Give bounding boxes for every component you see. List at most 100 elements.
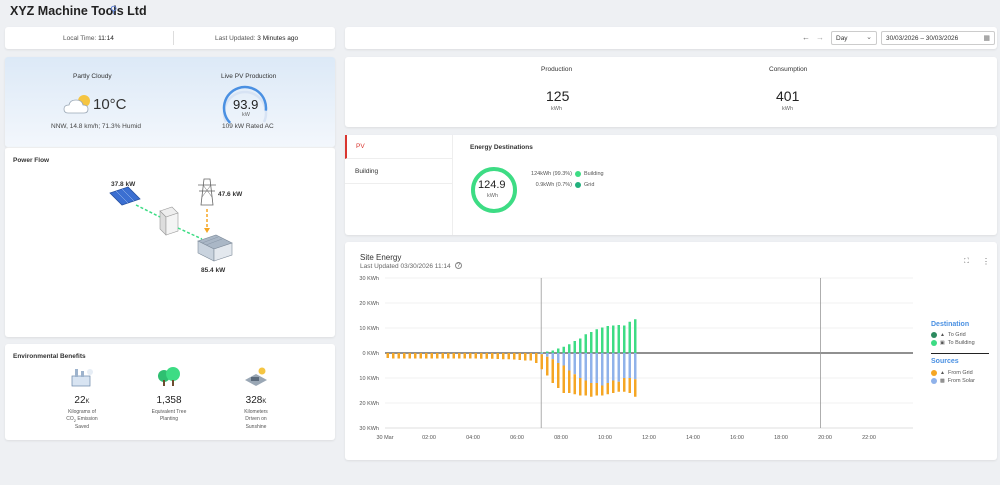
bar-from-grid — [595, 383, 598, 396]
date-range-input[interactable]: 30/03/2026 – 30/03/2026 ▦ — [881, 31, 995, 45]
pv-gauge — [222, 85, 268, 124]
bar-from-grid — [430, 353, 433, 359]
bar-from-grid — [529, 353, 532, 361]
bar-from-solar — [617, 353, 620, 382]
tower-icon: ▲ — [940, 370, 945, 376]
bar-from-grid — [573, 374, 576, 395]
x-tick-label: 02:00 — [422, 435, 436, 441]
x-tick-label: 16:00 — [730, 435, 744, 441]
weather-condition: Partly Cloudy — [73, 73, 112, 80]
bar-from-grid — [524, 353, 527, 361]
legend-to-grid[interactable]: ▲ To Grid — [931, 332, 966, 338]
bar-to-building — [568, 344, 571, 353]
tab-building[interactable]: Building — [345, 159, 453, 184]
search-icon[interactable]: ⚲ — [110, 5, 118, 16]
x-tick-label: 10:00 — [598, 435, 612, 441]
bar-from-grid — [408, 353, 411, 359]
bar-to-building — [612, 325, 615, 353]
y-tick-label: 10 KWh — [359, 376, 379, 382]
legend-from-grid[interactable]: ▲ From Grid — [931, 370, 973, 376]
bar-from-solar — [557, 353, 560, 363]
x-tick-label: 22:00 — [862, 435, 876, 441]
bar-from-solar — [584, 353, 587, 381]
calendar-icon: ▦ — [983, 35, 990, 42]
bar-from-solar — [612, 353, 615, 381]
bar-from-solar — [628, 353, 631, 378]
bar-from-grid — [485, 353, 488, 359]
bar-from-grid — [397, 353, 400, 359]
y-tick-label: 20 KWh — [359, 301, 379, 307]
bar-from-grid — [584, 380, 587, 396]
bar-from-grid — [436, 353, 439, 359]
legend-divider — [931, 353, 989, 354]
pv-title: Live PV Production — [221, 73, 277, 80]
period-select[interactable]: Day ⌄ — [831, 31, 877, 45]
bar-from-grid — [496, 353, 499, 359]
benefit-value: 1,358 — [156, 395, 182, 406]
legend-from-solar[interactable]: ▩ From Solar — [931, 378, 975, 384]
next-arrow-icon[interactable]: → — [816, 33, 824, 42]
pv-rated: 109 kW Rated AC — [222, 123, 274, 130]
controls-bar: ← → Day ⌄ 30/03/2026 – 30/03/2026 ▦ — [345, 27, 997, 49]
bar-from-grid — [623, 378, 626, 392]
help-icon[interactable]: ? — [455, 262, 462, 269]
bar-from-solar — [540, 353, 543, 355]
bar-from-grid — [546, 356, 549, 376]
solar-power: 37.8 kW — [111, 181, 136, 188]
bar-from-grid — [601, 385, 604, 396]
bar-from-solar — [568, 353, 571, 371]
y-tick-label: 0 KWh — [362, 351, 379, 357]
destinations-title: Energy Destinations — [470, 144, 533, 151]
consumption-value: 401 — [776, 88, 800, 104]
fullscreen-icon[interactable]: ⛶ — [964, 258, 969, 265]
partly-cloudy-icon — [63, 95, 90, 114]
bar-from-grid — [441, 353, 444, 359]
time-bar: Local Time: 11:14 Last Updated: 3 Minute… — [5, 27, 335, 49]
more-options-icon[interactable]: ⋮ — [982, 257, 990, 266]
bar-from-grid — [628, 378, 631, 393]
totals-card: Production 125 kWh Consumption 401 kWh — [345, 57, 997, 127]
legend-dot — [575, 171, 581, 177]
bar-from-grid — [425, 353, 428, 359]
environmental-benefits-card: Environmental Benefits 22K Kilograms of CO… — [5, 344, 335, 440]
factory-icon — [68, 366, 96, 388]
bar-from-solar — [573, 353, 576, 375]
inverter-icon — [159, 206, 179, 236]
consumption-unit: kWh — [782, 106, 793, 112]
benefit-description: Kilometers Driven on Sunshine — [244, 409, 268, 430]
bar-to-building — [584, 334, 587, 353]
last-updated: Last Updated: 3 Minutes ago — [215, 35, 299, 42]
bar-from-grid — [590, 383, 593, 397]
site-energy-title: Site Energy — [360, 253, 402, 262]
bar-from-solar — [601, 353, 604, 386]
bar-from-grid — [507, 353, 510, 360]
site-title: XYZ Machine Tools Ltd — [10, 4, 147, 18]
bar-from-grid — [458, 353, 461, 359]
bar-from-grid — [540, 354, 543, 370]
bar-to-building — [634, 319, 637, 353]
bar-to-building — [623, 325, 626, 353]
legend-to-building[interactable]: ▣ To Building — [931, 340, 975, 346]
bar-from-grid — [557, 363, 560, 388]
bar-to-building — [595, 329, 598, 353]
bar-from-grid — [502, 353, 505, 360]
bar-from-solar — [579, 353, 582, 378]
benefit-value: 328K — [245, 395, 267, 406]
tab-pv[interactable]: PV — [345, 135, 453, 159]
destinations-unit: kWh — [487, 193, 498, 199]
bar-from-grid — [452, 353, 455, 359]
destination-item: 124kWh (99.3%) Building — [531, 171, 604, 177]
benefit-description: Kilograms of CO2 Emission Saved — [66, 409, 98, 430]
local-time: Local Time: 11:14 — [63, 35, 114, 42]
prev-arrow-icon[interactable]: ← — [802, 33, 810, 42]
x-tick-label: 30 Mar — [376, 435, 393, 441]
power-flow-card: Power Flow 37.8 kW — [5, 147, 335, 337]
bar-from-grid — [612, 380, 615, 393]
bar-from-solar — [595, 353, 598, 383]
bar-to-building — [601, 327, 604, 353]
x-tick-label: 06:00 — [510, 435, 524, 441]
building-icon — [197, 234, 233, 262]
solar-panel-icon — [109, 186, 141, 206]
bar-from-grid — [386, 353, 389, 358]
temperature: 10°C — [93, 96, 127, 113]
